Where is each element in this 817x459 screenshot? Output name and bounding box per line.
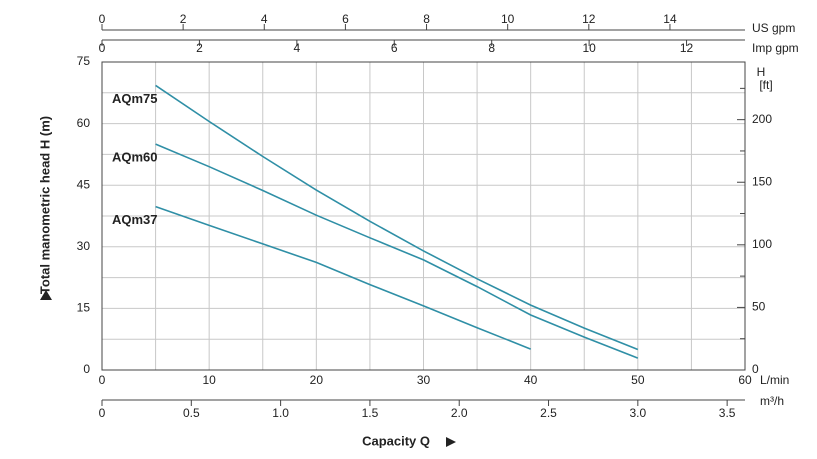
x-tick-label: 40 (524, 373, 538, 387)
x-tick-label: 50 (631, 373, 645, 387)
y-tick-label: 60 (77, 116, 91, 130)
y2-tick-label: 50 (752, 300, 766, 314)
top-axis-tick-label: 2 (180, 12, 187, 26)
series-line (155, 205, 531, 350)
x-tick-label: 20 (310, 373, 324, 387)
y2-tick-label: 200 (752, 112, 772, 126)
y-tick-label: 30 (77, 239, 91, 253)
y2-tick-label: 100 (752, 237, 772, 251)
top-axis-tick-label: 14 (663, 12, 677, 26)
top-axis-tick-label: 2 (196, 41, 203, 55)
bottom-axis2-tick-label: 3.5 (719, 406, 736, 420)
y-axis-title: Total manometric head H (m) (37, 116, 52, 294)
series-label: AQm37 (112, 212, 158, 227)
top-axis-tick-label: 12 (680, 41, 694, 55)
y2-axis-unit: [ft] (759, 78, 772, 92)
series-line (155, 143, 639, 359)
series-label: AQm60 (112, 150, 158, 165)
top-axis-tick-label: 10 (582, 41, 596, 55)
bottom-axis2-tick-label: 3.0 (629, 406, 646, 420)
x-tick-label: 10 (202, 373, 216, 387)
x-axis-title: Capacity Q (362, 433, 430, 448)
top-axis-tick-label: 10 (501, 12, 515, 26)
top-axis-tick-label: 4 (294, 41, 301, 55)
bottom-axis2-tick-label: 0.5 (183, 406, 200, 420)
arrow-up (40, 290, 52, 300)
x-tick-label: 60 (738, 373, 752, 387)
y-tick-label: 75 (77, 54, 91, 68)
bottom-axis2-tick-label: 2.0 (451, 406, 468, 420)
top-axis-tick-label: 6 (391, 41, 398, 55)
bottom-axis2-tick-label: 0 (99, 406, 106, 420)
y-tick-label: 0 (83, 362, 90, 376)
arrow-right (446, 437, 456, 447)
top-axis-tick-label: 0 (99, 12, 106, 26)
top-axis-tick-label: 6 (342, 12, 349, 26)
y-tick-label: 15 (77, 301, 91, 315)
top-axis-unit: US gpm (752, 21, 795, 35)
series-line (155, 84, 639, 351)
bottom-axis2-tick-label: 2.5 (540, 406, 557, 420)
top-axis-unit: Imp gpm (752, 41, 799, 55)
y2-tick-label: 0 (752, 362, 759, 376)
y-tick-label: 45 (77, 177, 91, 191)
y2-tick-label: 150 (752, 174, 772, 188)
top-axis-tick-label: 12 (582, 12, 596, 26)
top-axis-tick-label: 0 (99, 41, 106, 55)
top-axis-tick-label: 8 (423, 12, 430, 26)
bottom-axis2-tick-label: 1.5 (362, 406, 379, 420)
y2-axis-title: H (757, 65, 766, 79)
bottom-axis2-unit: m³/h (760, 394, 784, 408)
x-tick-label: 0 (99, 373, 106, 387)
bottom-axis2-tick-label: 1.0 (272, 406, 289, 420)
x-axis-unit: L/min (760, 373, 789, 387)
top-axis-tick-label: 8 (488, 41, 495, 55)
series-label: AQm75 (112, 91, 158, 106)
x-tick-label: 30 (417, 373, 431, 387)
plot-frame (101, 61, 746, 371)
top-axis-tick-label: 4 (261, 12, 268, 26)
